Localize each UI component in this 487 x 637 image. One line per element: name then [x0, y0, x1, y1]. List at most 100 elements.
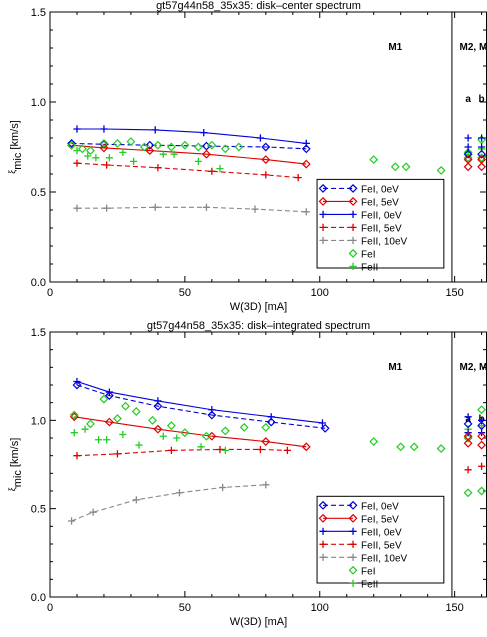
- data-point: [170, 150, 178, 158]
- x-tick-label: 100: [311, 602, 329, 614]
- legend-marker: [348, 513, 358, 523]
- legend-marker: [318, 183, 328, 193]
- legend-marker: [348, 196, 358, 206]
- data-point: [67, 138, 77, 148]
- y-tick-label: 0.5: [31, 504, 46, 516]
- legend-marker: [349, 540, 357, 548]
- data-point: [173, 434, 181, 442]
- x-tick-label: 100: [311, 287, 329, 299]
- data-point: [318, 419, 327, 427]
- y-tick-label: 0.0: [31, 592, 46, 604]
- data-point: [104, 391, 114, 401]
- data-point: [112, 138, 122, 148]
- series-5: [73, 203, 310, 216]
- x-tick-label: 150: [445, 602, 463, 614]
- data-point: [301, 159, 311, 169]
- legend-marker: [349, 579, 357, 587]
- data-point: [166, 142, 176, 152]
- data-point: [261, 155, 271, 165]
- series-line: [76, 128, 307, 144]
- y-tick-label: 0.5: [31, 187, 46, 199]
- x-axis-label: W(3D) [mA]: [230, 616, 287, 628]
- data-point: [239, 422, 249, 432]
- legend-marker: [348, 565, 358, 575]
- data-point: [320, 423, 330, 433]
- series-4: [73, 445, 291, 460]
- legend-marker: [319, 527, 327, 535]
- data-point: [261, 437, 271, 446]
- data-point: [180, 428, 190, 438]
- data-point: [73, 377, 81, 386]
- data-point: [103, 436, 111, 444]
- data-point: [69, 410, 79, 420]
- data-point: [216, 445, 224, 454]
- data-point: [193, 142, 203, 152]
- legend-marker: [349, 210, 357, 218]
- data-point: [234, 142, 244, 152]
- data-point: [119, 430, 127, 439]
- series-line: [76, 206, 307, 213]
- series-3: [73, 125, 310, 147]
- data-point: [72, 380, 82, 390]
- data-point: [301, 442, 311, 452]
- legend-marker: [318, 513, 328, 523]
- data-point: [197, 443, 205, 451]
- series-6: [69, 394, 487, 498]
- data-point: [251, 205, 259, 213]
- legend-marker: [318, 500, 328, 510]
- legend-label: FeI: [361, 566, 375, 577]
- region-label-m1: M1: [388, 42, 402, 53]
- legend-box: [316, 495, 445, 584]
- data-point: [301, 144, 311, 154]
- data-point: [261, 142, 271, 152]
- y-tick-label: 1.0: [31, 97, 46, 109]
- data-point: [84, 152, 92, 160]
- series-line: [76, 448, 288, 457]
- data-point: [477, 162, 487, 172]
- column-label-a: a: [465, 94, 471, 105]
- legend-label: FeII: [361, 262, 378, 273]
- data-point: [175, 489, 184, 497]
- data-point: [99, 143, 109, 153]
- legend-marker: [349, 236, 357, 244]
- data-point: [113, 450, 122, 458]
- series-5: [67, 481, 270, 525]
- data-point: [261, 422, 271, 432]
- data-point: [477, 440, 487, 450]
- data-point: [86, 146, 95, 156]
- series-line: [71, 144, 307, 165]
- legend: FeI, 0eV FeI, 5eV FeII, 0eV FeII, 5eV FeII, …: [316, 495, 445, 590]
- data-point: [70, 429, 78, 437]
- data-point: [396, 442, 406, 452]
- region-label-m1: M1: [388, 362, 402, 373]
- column-label-b: b: [479, 94, 485, 105]
- legend-label: FeI, 5eV: [361, 197, 399, 208]
- region-label-m2m3: M2, M3: [460, 362, 487, 373]
- data-point: [159, 150, 167, 158]
- data-point: [99, 394, 109, 404]
- legend-marker: [319, 553, 327, 561]
- data-point: [151, 126, 159, 134]
- y-tick-label: 1.5: [31, 327, 46, 339]
- legend-marker: [348, 248, 358, 258]
- data-point: [478, 462, 486, 470]
- data-point: [153, 401, 163, 411]
- x-axis-label: W(3D) [mA]: [230, 301, 287, 313]
- series-line: [74, 416, 307, 448]
- data-point: [464, 143, 472, 151]
- chart-panel-2: gt57g44n58_35x35: disk–integrated spectr…: [7, 320, 487, 628]
- data-point: [73, 204, 81, 212]
- data-point: [126, 137, 136, 147]
- data-point: [100, 125, 108, 133]
- series-line: [76, 384, 326, 429]
- legend-label: FeII, 0eV: [361, 210, 402, 221]
- data-point: [369, 155, 379, 165]
- data-point: [477, 486, 487, 496]
- data-point: [202, 431, 211, 441]
- data-point: [369, 437, 379, 446]
- data-point: [208, 167, 216, 175]
- data-point: [105, 388, 113, 396]
- data-point: [89, 508, 97, 516]
- data-point: [73, 159, 81, 167]
- x-tick-label: 150: [445, 287, 463, 299]
